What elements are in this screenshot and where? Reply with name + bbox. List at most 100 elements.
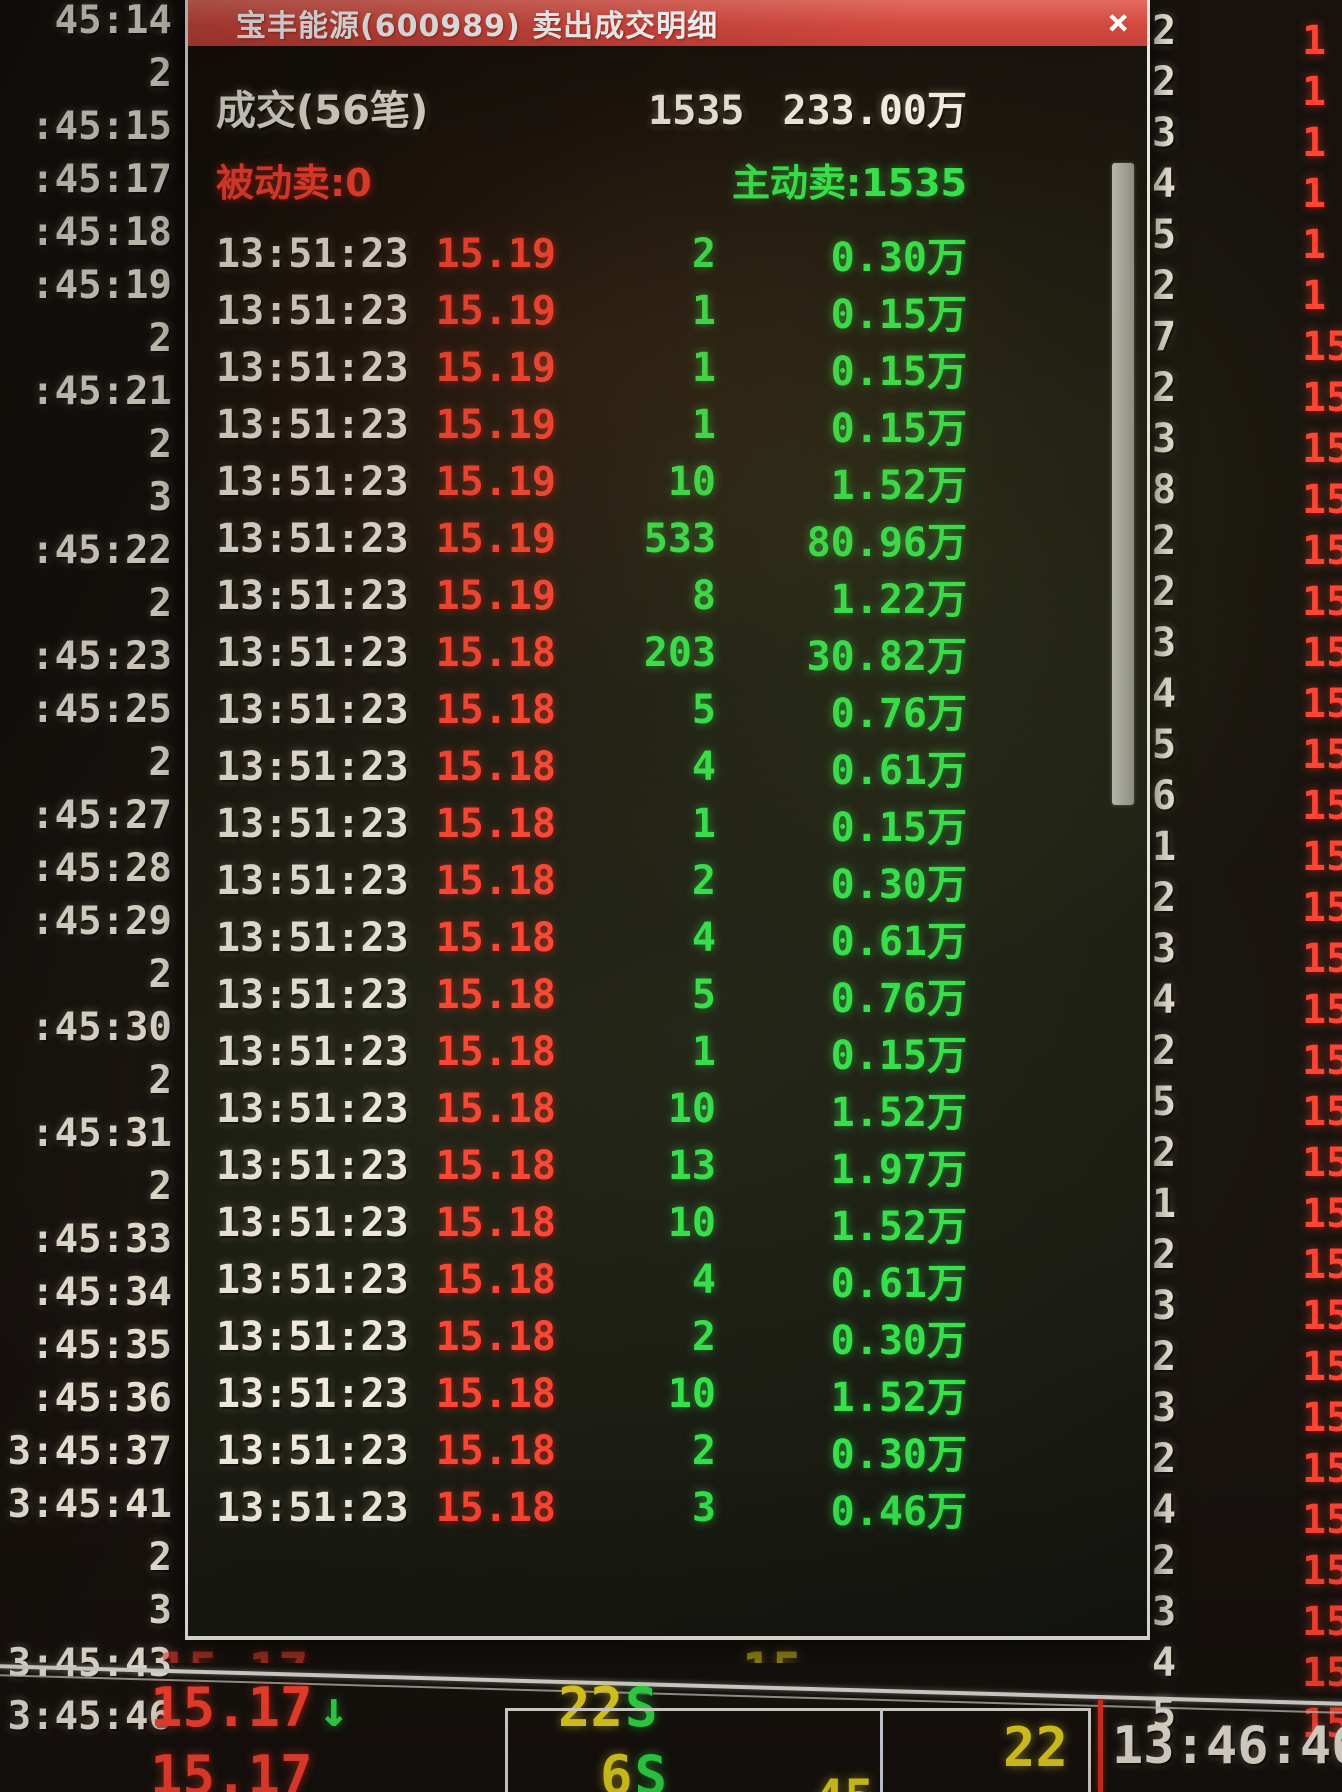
background-price-cell: 15.1 bbox=[1302, 1446, 1342, 1492]
scrollbar-thumb[interactable] bbox=[1112, 163, 1134, 805]
background-volume-cell: 5 bbox=[1152, 722, 1177, 768]
transaction-row: 13:51:23 15.19 10 1.52万 bbox=[188, 453, 1147, 510]
background-time-cell: 3:45:37 bbox=[7, 1429, 172, 1474]
background-volume-cell: 6 bbox=[1152, 773, 1177, 819]
background-volume-cell: 4 bbox=[1152, 977, 1177, 1023]
transaction-amount: 1.97万 bbox=[830, 1147, 967, 1193]
transaction-price: 15.18 bbox=[435, 1314, 556, 1360]
background-price-cell: 15. bbox=[1302, 732, 1342, 778]
queue-2: 6S bbox=[600, 1744, 667, 1792]
transaction-volume: 2 bbox=[691, 1428, 716, 1474]
transaction-volume: 1 bbox=[691, 801, 716, 847]
deal-count-label: 成交(56笔) bbox=[216, 88, 429, 134]
background-price-cell: 1 bbox=[1302, 120, 1327, 166]
background-time-cell: :45:36 bbox=[31, 1376, 172, 1421]
transaction-amount: 0.30万 bbox=[830, 1318, 967, 1364]
transaction-volume: 10 bbox=[667, 1371, 716, 1417]
transaction-time: 13:51:23 bbox=[216, 1257, 409, 1303]
transaction-volume: 5 bbox=[691, 687, 716, 733]
transaction-time: 13:51:23 bbox=[216, 516, 409, 562]
background-time-cell: :45:18 bbox=[31, 210, 172, 255]
transaction-time: 13:51:23 bbox=[216, 915, 409, 961]
background-volume-cell: 2 bbox=[1152, 365, 1177, 411]
transaction-volume: 10 bbox=[667, 459, 716, 505]
transaction-price: 15.18 bbox=[435, 744, 556, 790]
background-time-cell: :45:17 bbox=[31, 157, 172, 202]
transaction-row: 13:51:23 15.19 8 1.22万 bbox=[188, 567, 1147, 624]
transaction-price: 15.18 bbox=[435, 1371, 556, 1417]
arrow-down-icon: ↓ bbox=[318, 1680, 349, 1738]
background-volume-cell: 4 bbox=[1152, 671, 1177, 717]
background-price-cell: 15.1 bbox=[1302, 1650, 1342, 1696]
transaction-row: 13:51:23 15.18 13 1.97万 bbox=[188, 1137, 1147, 1194]
transaction-row: 13:51:23 15.19 1 0.15万 bbox=[188, 339, 1147, 396]
transaction-time: 13:51:23 bbox=[216, 1143, 409, 1189]
transaction-amount: 0.61万 bbox=[830, 748, 967, 794]
transaction-time: 13:51:23 bbox=[216, 1371, 409, 1417]
background-price-cell: 15. bbox=[1302, 1344, 1342, 1390]
background-volume-cell: 5 bbox=[1152, 212, 1177, 258]
price-row-2: 15.17 bbox=[150, 1744, 313, 1792]
transaction-volume: 8 bbox=[691, 573, 716, 619]
total-volume: 1535 bbox=[648, 88, 745, 134]
background-volume-cell: 2 bbox=[1152, 1130, 1177, 1176]
background-price-cell: 15. bbox=[1302, 1140, 1342, 1186]
summary-row: 成交(56笔) 1535 233.00万 bbox=[188, 78, 1147, 136]
background-time-cell: :45:34 bbox=[31, 1270, 172, 1315]
dialog-titlebar[interactable]: 宝丰能源(600989) 卖出成交明细 × bbox=[188, 0, 1147, 46]
background-volume-cell: 2 bbox=[1152, 59, 1177, 105]
background-volume-cell: 2 bbox=[1152, 1538, 1177, 1584]
transaction-price: 15.18 bbox=[435, 1029, 556, 1075]
background-volume-cell: 2 bbox=[1152, 569, 1177, 615]
queue-1-flag: S bbox=[625, 1676, 658, 1739]
background-price-cell: 15. bbox=[1302, 1293, 1342, 1339]
occluded-price: 15.17 bbox=[158, 1642, 309, 1663]
background-volume-cell: 4 bbox=[1152, 161, 1177, 207]
transaction-volume: 1 bbox=[691, 345, 716, 391]
transaction-amount: 1.52万 bbox=[830, 1090, 967, 1136]
transaction-amount: 30.82万 bbox=[806, 634, 967, 680]
transaction-price: 15.18 bbox=[435, 687, 556, 733]
background-time-cell: 3:45:41 bbox=[7, 1482, 172, 1527]
background-price-cell: 15.1 bbox=[1302, 1497, 1342, 1543]
transaction-row: 13:51:23 15.18 2 0.30万 bbox=[188, 1308, 1147, 1365]
transaction-row: 13:51:23 15.18 3 0.46万 bbox=[188, 1479, 1147, 1536]
background-price-cell: 15 bbox=[1302, 324, 1342, 370]
queue-2-count: 6 bbox=[600, 1744, 633, 1792]
transaction-time: 13:51:23 bbox=[216, 231, 409, 277]
background-time-cell: 3:45:46 bbox=[7, 1694, 172, 1739]
transaction-time: 13:51:23 bbox=[216, 1314, 409, 1360]
background-time-cell: :45:25 bbox=[31, 687, 172, 732]
background-time-cell: 2 bbox=[148, 316, 172, 361]
transaction-time: 13:51:23 bbox=[216, 858, 409, 904]
background-time-cell: :45:28 bbox=[31, 846, 172, 891]
transaction-row: 13:51:23 15.18 10 1.52万 bbox=[188, 1194, 1147, 1251]
background-volume-cell: 2 bbox=[1152, 518, 1177, 564]
transaction-price: 15.19 bbox=[435, 459, 556, 505]
transaction-volume: 2 bbox=[691, 1314, 716, 1360]
close-icon[interactable]: × bbox=[1107, 2, 1129, 43]
transaction-volume: 10 bbox=[667, 1086, 716, 1132]
transaction-time: 13:51:23 bbox=[216, 687, 409, 733]
transaction-price: 15.18 bbox=[435, 1086, 556, 1132]
transaction-amount: 0.30万 bbox=[830, 235, 967, 281]
background-time-cell: 2 bbox=[148, 1058, 172, 1103]
background-time-cell: :45:15 bbox=[31, 104, 172, 149]
background-price-cell: 15. bbox=[1302, 987, 1342, 1033]
background-price-cell: 15 bbox=[1302, 426, 1342, 472]
transaction-price: 15.18 bbox=[435, 801, 556, 847]
session-clock: 13:46:46 bbox=[1112, 1716, 1342, 1776]
background-time-cell: :45:19 bbox=[31, 263, 172, 308]
transaction-amount: 0.15万 bbox=[830, 1033, 967, 1079]
transaction-row: 13:51:23 15.19 2 0.30万 bbox=[188, 225, 1147, 282]
background-volume-cell: 4 bbox=[1152, 1487, 1177, 1533]
background-price-column: 1 1 1 1 1 1 15 15 15 15 15 15 15 15 15. 15. 15. 15. 15. 15.… bbox=[1302, 16, 1342, 1750]
transaction-time: 13:51:23 bbox=[216, 744, 409, 790]
background-volume-cell: 2 bbox=[1152, 875, 1177, 921]
transaction-row: 13:51:23 15.18 5 0.76万 bbox=[188, 966, 1147, 1023]
transaction-row: 13:51:23 15.18 10 1.52万 bbox=[188, 1080, 1147, 1137]
background-volume-cell: 4 bbox=[1152, 1640, 1177, 1686]
transaction-volume: 5 bbox=[691, 972, 716, 1018]
transaction-row: 13:51:23 15.18 4 0.61万 bbox=[188, 738, 1147, 795]
